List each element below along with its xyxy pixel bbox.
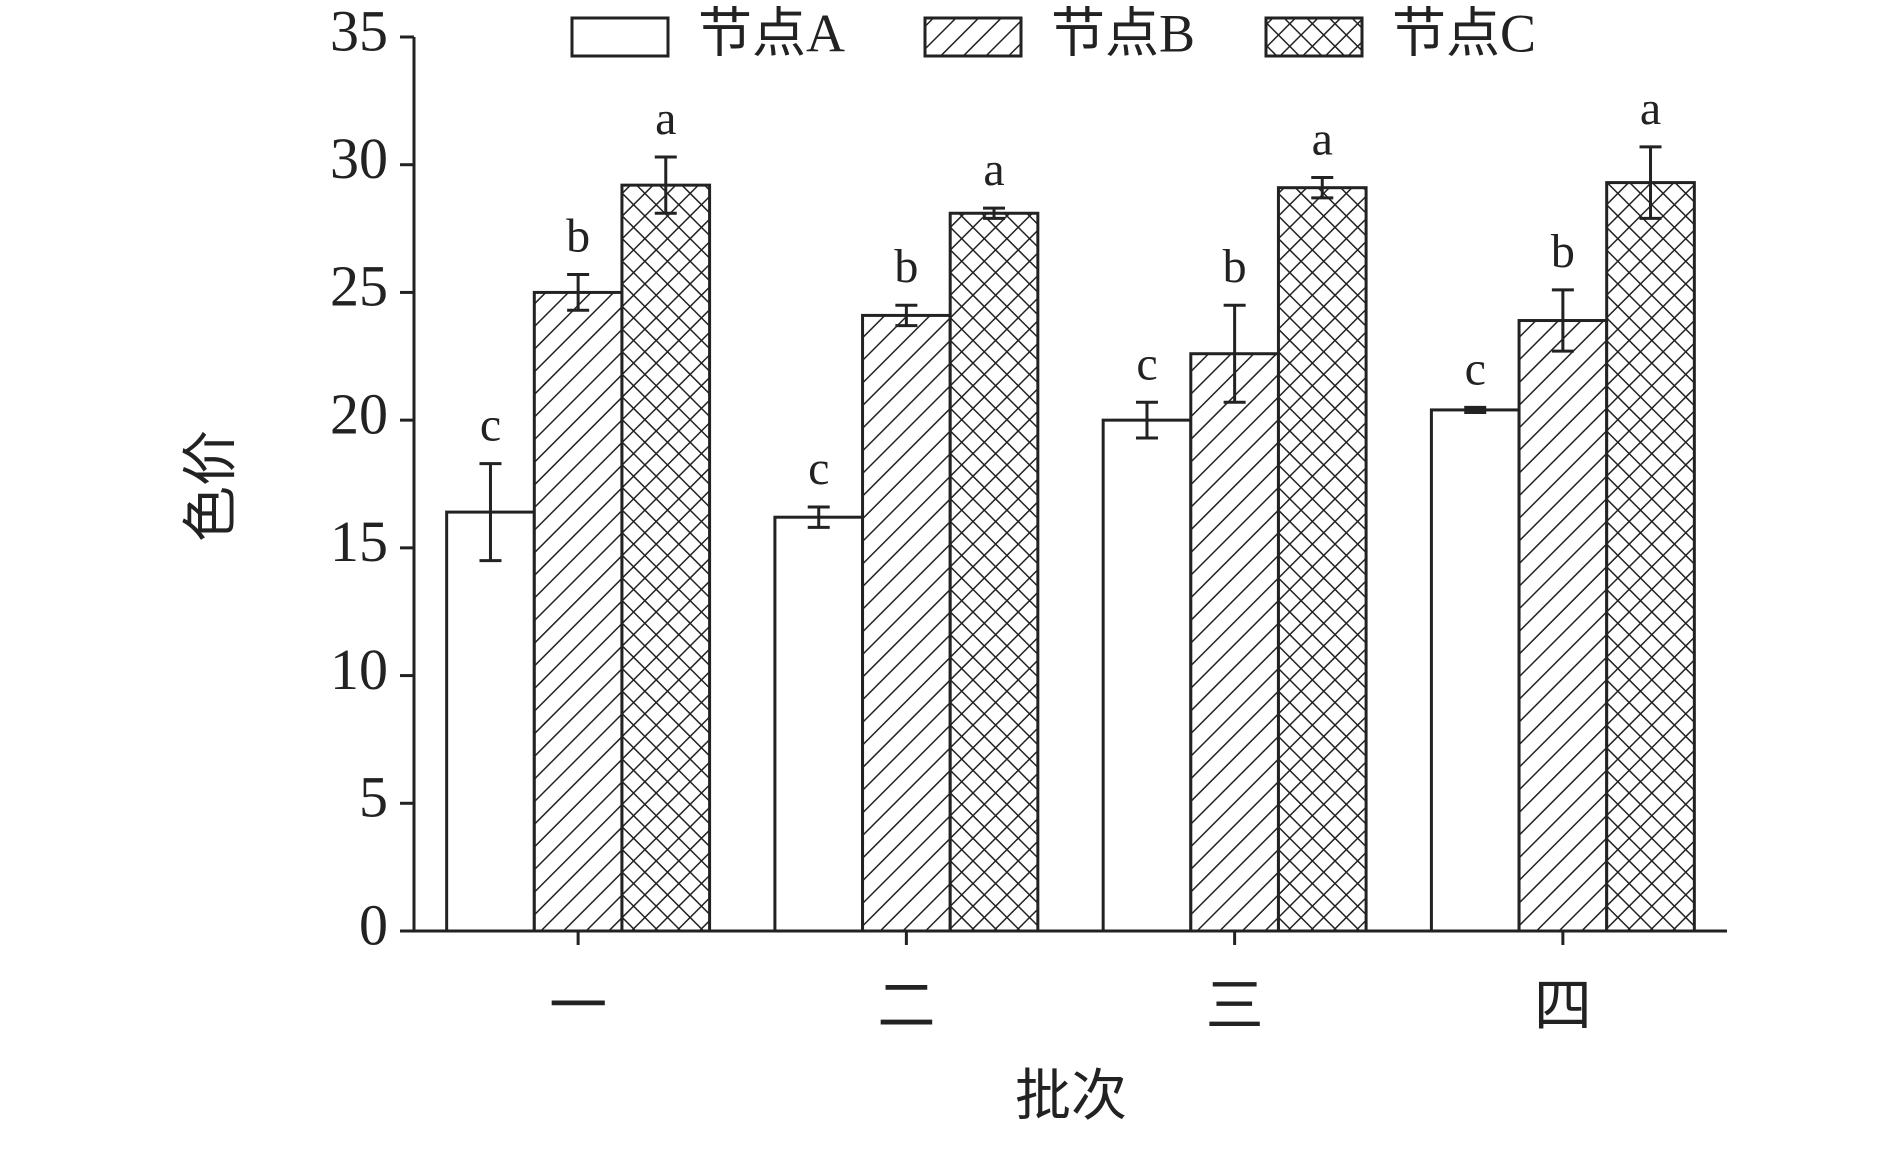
significance-label: c: [808, 442, 829, 495]
bar: [773, 515, 865, 933]
significance-label: a: [655, 92, 676, 145]
bar: [445, 510, 536, 933]
y-axis-title: 色价: [181, 430, 243, 542]
bar: [1605, 181, 1696, 933]
bar: [861, 313, 952, 933]
significance-label: b: [1223, 240, 1247, 293]
bar: [1189, 352, 1280, 933]
significance-label: a: [1312, 113, 1333, 166]
bar: [948, 211, 1040, 933]
significance-label: b: [894, 240, 918, 293]
legend-swatch: [923, 16, 1023, 58]
significance-label: c: [1136, 337, 1157, 390]
legend-swatch: [1264, 16, 1364, 58]
y-tick-label: 0: [359, 892, 388, 957]
significance-label: c: [480, 399, 501, 452]
significance-label: a: [1640, 82, 1661, 135]
significance-label: b: [566, 210, 590, 263]
y-tick-label: 20: [330, 381, 388, 446]
significance-label: b: [1551, 225, 1575, 278]
bar: [620, 183, 712, 933]
bar: [1276, 186, 1368, 933]
x-tick-label: 四: [1534, 973, 1592, 1038]
bar: [532, 290, 624, 933]
bar: [1517, 319, 1609, 933]
significance-label: c: [1465, 342, 1486, 395]
y-tick-label: 25: [330, 254, 388, 319]
y-tick-label: 10: [330, 637, 388, 702]
legend-label: 节点A: [698, 3, 845, 63]
legend-label: 节点C: [1392, 3, 1536, 63]
y-tick-label: 15: [330, 509, 388, 574]
y-tick-label: 30: [330, 126, 388, 191]
legend-swatch: [570, 16, 670, 58]
x-tick-label: 一: [549, 973, 607, 1038]
significance-label: a: [983, 143, 1004, 196]
x-tick-label: 二: [877, 973, 935, 1038]
x-tick-label: 三: [1206, 973, 1264, 1038]
bar: [1101, 418, 1193, 933]
bar: [1429, 408, 1521, 933]
legend-label: 节点B: [1051, 3, 1195, 63]
y-tick-label: 35: [330, 0, 388, 63]
x-axis-title: 批次: [1015, 1066, 1127, 1128]
y-tick-label: 5: [359, 765, 388, 830]
